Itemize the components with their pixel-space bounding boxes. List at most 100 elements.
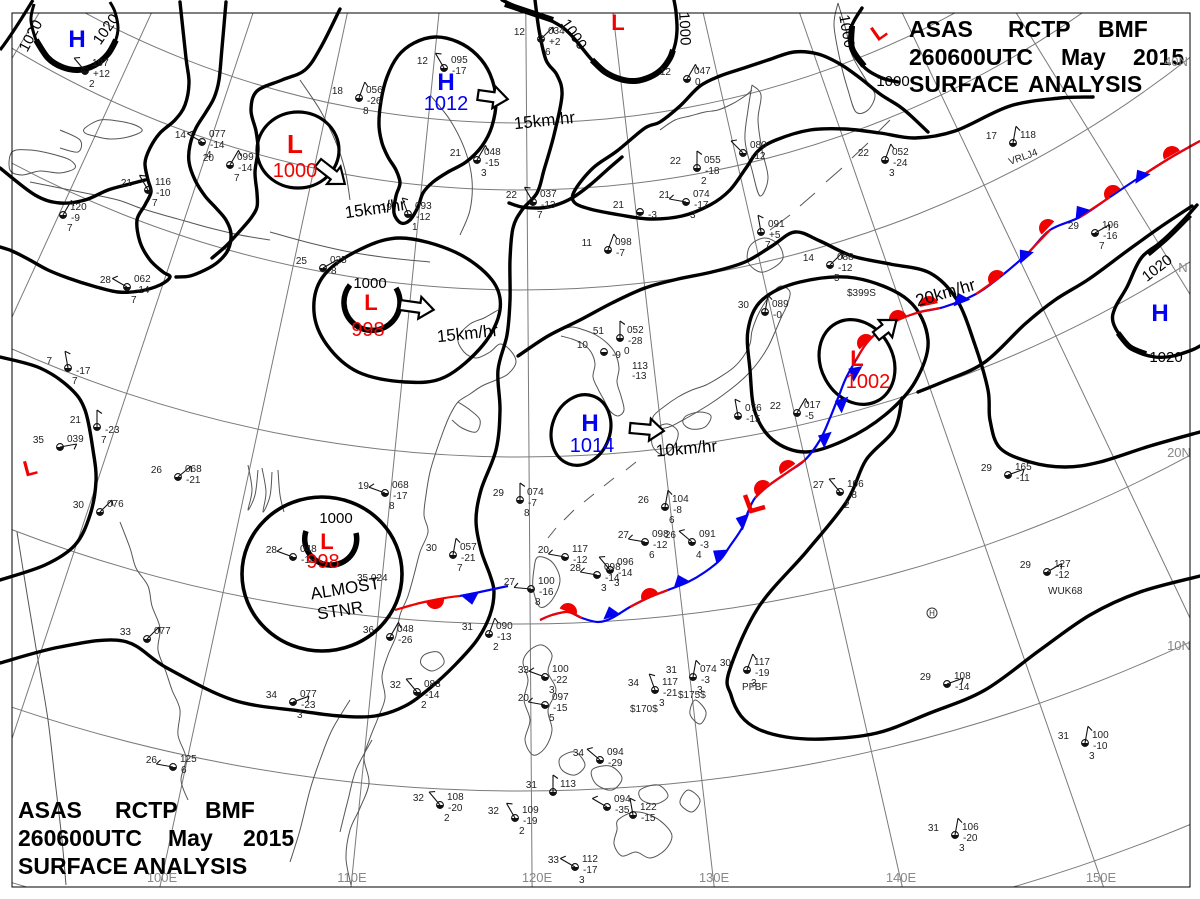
svg-text:19: 19: [381, 202, 393, 213]
svg-text:6: 6: [181, 765, 187, 776]
svg-text:1014: 1014: [570, 435, 615, 457]
svg-text:017: 017: [804, 400, 821, 411]
svg-text:May: May: [1061, 44, 1106, 70]
svg-text:3: 3: [889, 168, 895, 179]
svg-text:6: 6: [649, 550, 655, 561]
svg-text:34: 34: [266, 690, 278, 701]
svg-text:8: 8: [389, 501, 395, 512]
svg-text:51: 51: [593, 326, 605, 337]
svg-text:20: 20: [203, 153, 215, 164]
svg-text:29: 29: [1020, 560, 1032, 571]
svg-text:127: 127: [1054, 559, 1071, 570]
svg-text:039: 039: [67, 434, 84, 445]
svg-text:098: 098: [652, 529, 669, 540]
svg-text:6: 6: [545, 47, 551, 58]
svg-text:12: 12: [417, 56, 429, 67]
svg-text:18: 18: [332, 86, 344, 97]
svg-text:1: 1: [412, 222, 418, 233]
svg-text:26: 26: [665, 530, 677, 541]
svg-text:097: 097: [552, 692, 569, 703]
svg-text:074: 074: [700, 664, 717, 675]
svg-text:29: 29: [493, 488, 505, 499]
svg-text:ANALYSIS: ANALYSIS: [133, 853, 247, 879]
svg-text:091: 091: [699, 529, 716, 540]
svg-text:May: May: [168, 825, 213, 851]
svg-text:104: 104: [672, 494, 689, 505]
svg-text:-14: -14: [238, 163, 253, 174]
svg-text:20N: 20N: [1167, 445, 1191, 460]
svg-text:3: 3: [481, 168, 487, 179]
svg-text:-7: -7: [528, 498, 537, 509]
svg-text:106: 106: [847, 479, 864, 490]
svg-text:-8: -8: [673, 505, 682, 516]
svg-text:27: 27: [504, 577, 516, 588]
svg-text:31: 31: [462, 622, 474, 633]
svg-text:3: 3: [614, 578, 620, 589]
svg-text:2015: 2015: [1133, 44, 1184, 70]
svg-text:1002: 1002: [846, 371, 891, 393]
svg-text:7: 7: [101, 435, 107, 446]
svg-text:L: L: [850, 346, 863, 371]
svg-text:055: 055: [704, 155, 721, 166]
svg-text:5: 5: [549, 713, 555, 724]
svg-text:6: 6: [669, 515, 675, 526]
svg-text:H: H: [1151, 300, 1168, 327]
svg-text:100: 100: [538, 576, 555, 587]
svg-text:076: 076: [745, 403, 762, 414]
svg-text:-24: -24: [893, 158, 908, 169]
svg-text:8: 8: [535, 597, 541, 608]
svg-text:110E: 110E: [337, 870, 367, 885]
svg-text:117: 117: [754, 657, 770, 668]
svg-text:7: 7: [1099, 241, 1105, 252]
svg-text:RCTP: RCTP: [1008, 16, 1071, 42]
svg-text:0: 0: [624, 346, 630, 357]
svg-text:ASAS: ASAS: [909, 16, 973, 42]
svg-text:BMF: BMF: [205, 797, 255, 823]
svg-text:100: 100: [552, 664, 569, 675]
svg-text:2: 2: [493, 642, 499, 653]
svg-text:5: 5: [834, 273, 840, 284]
svg-text:-14: -14: [425, 690, 440, 701]
svg-text:21: 21: [659, 190, 671, 201]
svg-text:048: 048: [300, 544, 317, 555]
svg-text:31: 31: [1058, 731, 1070, 742]
svg-text:21: 21: [450, 148, 462, 159]
svg-text:14: 14: [803, 253, 815, 264]
svg-text:109: 109: [522, 805, 539, 816]
svg-text:7: 7: [67, 223, 73, 234]
svg-text:35: 35: [33, 435, 45, 446]
svg-text:125: 125: [180, 754, 197, 765]
svg-text:-17: -17: [76, 366, 91, 377]
svg-text:-26: -26: [367, 96, 382, 107]
svg-text:-15: -15: [641, 813, 656, 824]
svg-text:-17: -17: [583, 865, 598, 876]
svg-text:19: 19: [358, 481, 370, 492]
svg-text:108: 108: [954, 671, 971, 682]
svg-text:L: L: [320, 529, 333, 554]
svg-text:WUK68: WUK68: [1048, 586, 1083, 597]
svg-text:11: 11: [582, 238, 593, 249]
svg-text:L: L: [287, 129, 303, 159]
svg-text:30: 30: [426, 543, 438, 554]
svg-text:-19: -19: [523, 816, 538, 827]
svg-text:-14: -14: [955, 682, 970, 693]
svg-text:057: 057: [460, 542, 477, 553]
svg-text:074: 074: [527, 487, 544, 498]
svg-text:-9: -9: [612, 350, 621, 361]
svg-text:-14: -14: [605, 573, 620, 584]
svg-text:2015: 2015: [243, 825, 294, 851]
svg-text:197: 197: [92, 58, 109, 69]
svg-text:7: 7: [131, 295, 137, 306]
svg-text:22: 22: [770, 401, 782, 412]
svg-text:BMF: BMF: [1098, 16, 1148, 42]
svg-text:-3: -3: [700, 540, 709, 551]
svg-text:-17: -17: [393, 491, 408, 502]
svg-text:H: H: [68, 26, 85, 53]
svg-text:ANALYSIS: ANALYSIS: [1028, 71, 1142, 97]
svg-text:-22: -22: [553, 675, 568, 686]
svg-text:077: 077: [209, 129, 226, 140]
svg-text:-7: -7: [616, 248, 625, 259]
svg-text:-16: -16: [1103, 231, 1118, 242]
svg-text:-12: -12: [751, 151, 766, 162]
svg-text:076: 076: [107, 499, 124, 510]
